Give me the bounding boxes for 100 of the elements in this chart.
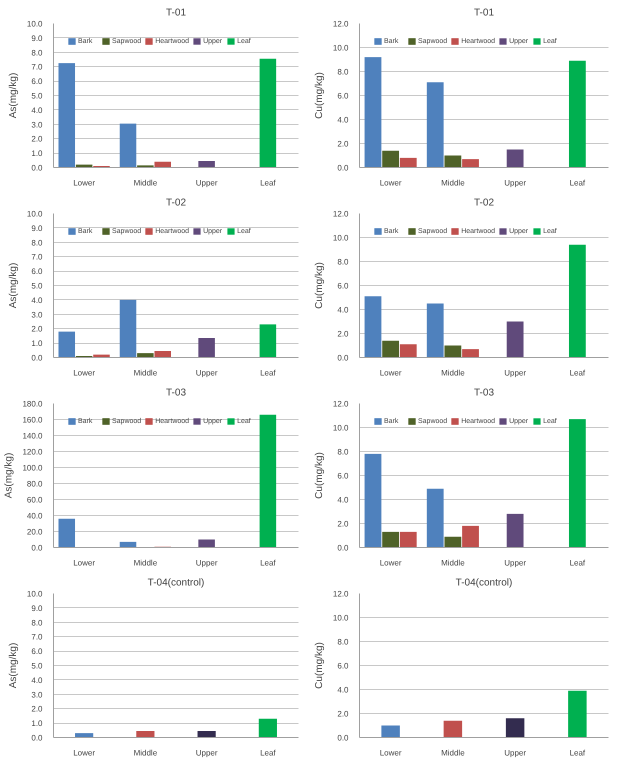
y-tick-label: 10.0 — [332, 234, 350, 242]
y-tick-label: 0.0 — [31, 734, 44, 742]
x-tick-label: Upper — [196, 748, 218, 758]
y-tick-label: 40.0 — [26, 512, 44, 520]
y-tick-label: 10.0 — [332, 424, 350, 432]
chart-title: T-01 — [474, 8, 494, 18]
y-tick-label: 5.0 — [31, 282, 44, 290]
y-tick-label: 6.0 — [337, 662, 350, 670]
y-tick-label: 6.0 — [31, 77, 44, 86]
x-tick-label: Lower — [380, 368, 402, 378]
chart-title: T-03 — [474, 388, 494, 398]
y-tick-label: 8.0 — [31, 238, 44, 248]
x-tick-label: Lower — [380, 748, 402, 758]
y-tick-label: 10.0 — [26, 20, 44, 28]
x-tick-label: Middle — [134, 368, 158, 378]
y-axis-title: As(mg/kg) — [8, 642, 19, 688]
y-tick-label: 100.0 — [22, 464, 44, 472]
y-tick-label: 7.0 — [31, 632, 44, 642]
y-tick-label: 5.0 — [31, 662, 44, 670]
x-tick-label: Leaf — [260, 748, 276, 758]
y-tick-label: 12.0 — [332, 590, 350, 598]
y-tick-label: 0.0 — [31, 164, 44, 172]
y-axis-title: As(mg/kg) — [8, 262, 19, 308]
y-axis-title: Cu(mg/kg) — [314, 262, 325, 309]
x-tick-label: Leaf — [570, 178, 586, 188]
y-tick-label: 120.0 — [22, 448, 44, 456]
y-tick-label: 6.0 — [337, 92, 350, 100]
y-tick-label: 8.0 — [337, 448, 350, 456]
y-tick-label: 2.0 — [337, 710, 350, 718]
y-axis-title: Cu(mg/kg) — [314, 452, 325, 499]
y-tick-label: 8.0 — [31, 48, 44, 58]
y-tick-label: 4.0 — [31, 296, 44, 305]
y-tick-label: 9.0 — [31, 34, 44, 43]
y-tick-label: 6.0 — [31, 267, 44, 276]
x-tick-label: Lower — [73, 558, 96, 568]
y-tick-label: 160.0 — [22, 416, 44, 424]
y-tick-label: 0.0 — [337, 354, 350, 362]
y-tick-label: 2.0 — [31, 704, 44, 714]
x-tick-label: Lower — [73, 748, 96, 758]
y-axis-title: Cu(mg/kg) — [314, 642, 325, 689]
y-tick-label: 12.0 — [332, 20, 350, 28]
x-tick-label: Upper — [196, 178, 218, 188]
y-axis-title: Cu(mg/kg) — [314, 72, 325, 119]
x-tick-label: Middle — [134, 178, 158, 188]
x-tick-label: Lower — [380, 178, 402, 188]
y-tick-label: 4.0 — [31, 676, 44, 685]
chart-title: T-04(control) — [456, 578, 512, 588]
y-tick-label: 3.0 — [31, 310, 44, 320]
y-tick-label: 140.0 — [22, 432, 44, 440]
x-tick-label: Leaf — [260, 558, 276, 568]
x-tick-label: Leaf — [570, 748, 586, 758]
x-tick-label: Leaf — [570, 558, 586, 568]
y-tick-label: 0.0 — [31, 354, 44, 362]
x-tick-label: Middle — [441, 558, 466, 568]
x-tick-label: Upper — [196, 368, 218, 378]
y-tick-label: 0.0 — [337, 164, 350, 172]
y-tick-label: 2.0 — [31, 134, 44, 144]
y-tick-label: 8.0 — [31, 618, 44, 628]
y-tick-label: 3.0 — [31, 690, 44, 700]
y-tick-label: 2.0 — [337, 330, 350, 338]
y-axis-title: As(mg/kg) — [3, 452, 14, 498]
y-tick-label: 1.0 — [31, 339, 44, 348]
y-tick-label: 10.0 — [26, 590, 44, 598]
x-tick-label: Upper — [196, 558, 218, 568]
y-tick-label: 6.0 — [31, 647, 44, 656]
y-tick-label: 7.0 — [31, 62, 44, 72]
x-tick-label: Upper — [504, 178, 526, 188]
x-tick-label: Middle — [441, 368, 466, 378]
y-tick-label: 80.0 — [26, 480, 44, 488]
y-tick-label: 60.0 — [26, 496, 44, 504]
x-tick-label: Lower — [73, 368, 96, 378]
x-tick-label: Lower — [73, 178, 96, 188]
y-tick-label: 9.0 — [31, 224, 44, 233]
x-tick-label: Middle — [134, 558, 158, 568]
x-tick-label: Lower — [380, 558, 402, 568]
x-tick-label: Upper — [504, 748, 526, 758]
y-tick-label: 4.0 — [337, 116, 350, 124]
y-tick-label: 10.0 — [332, 44, 350, 52]
y-tick-label: 12.0 — [332, 210, 350, 218]
x-tick-label: Upper — [504, 558, 526, 568]
x-tick-label: Leaf — [260, 178, 276, 188]
y-axis-title: As(mg/kg) — [8, 72, 19, 118]
chart-title: T-03 — [166, 388, 186, 398]
y-tick-label: 12.0 — [332, 400, 350, 408]
y-tick-label: 2.0 — [31, 324, 44, 334]
x-tick-label: Leaf — [570, 368, 586, 378]
y-tick-label: 4.0 — [337, 686, 350, 694]
y-tick-label: 0.0 — [31, 544, 44, 552]
y-tick-label: 5.0 — [31, 92, 44, 100]
chart-title: T-01 — [166, 8, 186, 18]
y-tick-label: 1.0 — [31, 719, 44, 728]
y-tick-label: 4.0 — [337, 306, 350, 314]
y-tick-label: 180.0 — [22, 400, 44, 408]
x-tick-label: Middle — [441, 178, 466, 188]
y-tick-label: 8.0 — [337, 638, 350, 646]
y-tick-label: 10.0 — [26, 210, 44, 218]
y-tick-label: 8.0 — [337, 258, 350, 266]
y-tick-label: 0.0 — [337, 734, 350, 742]
y-tick-label: 4.0 — [337, 496, 350, 504]
x-tick-label: Upper — [504, 368, 526, 378]
